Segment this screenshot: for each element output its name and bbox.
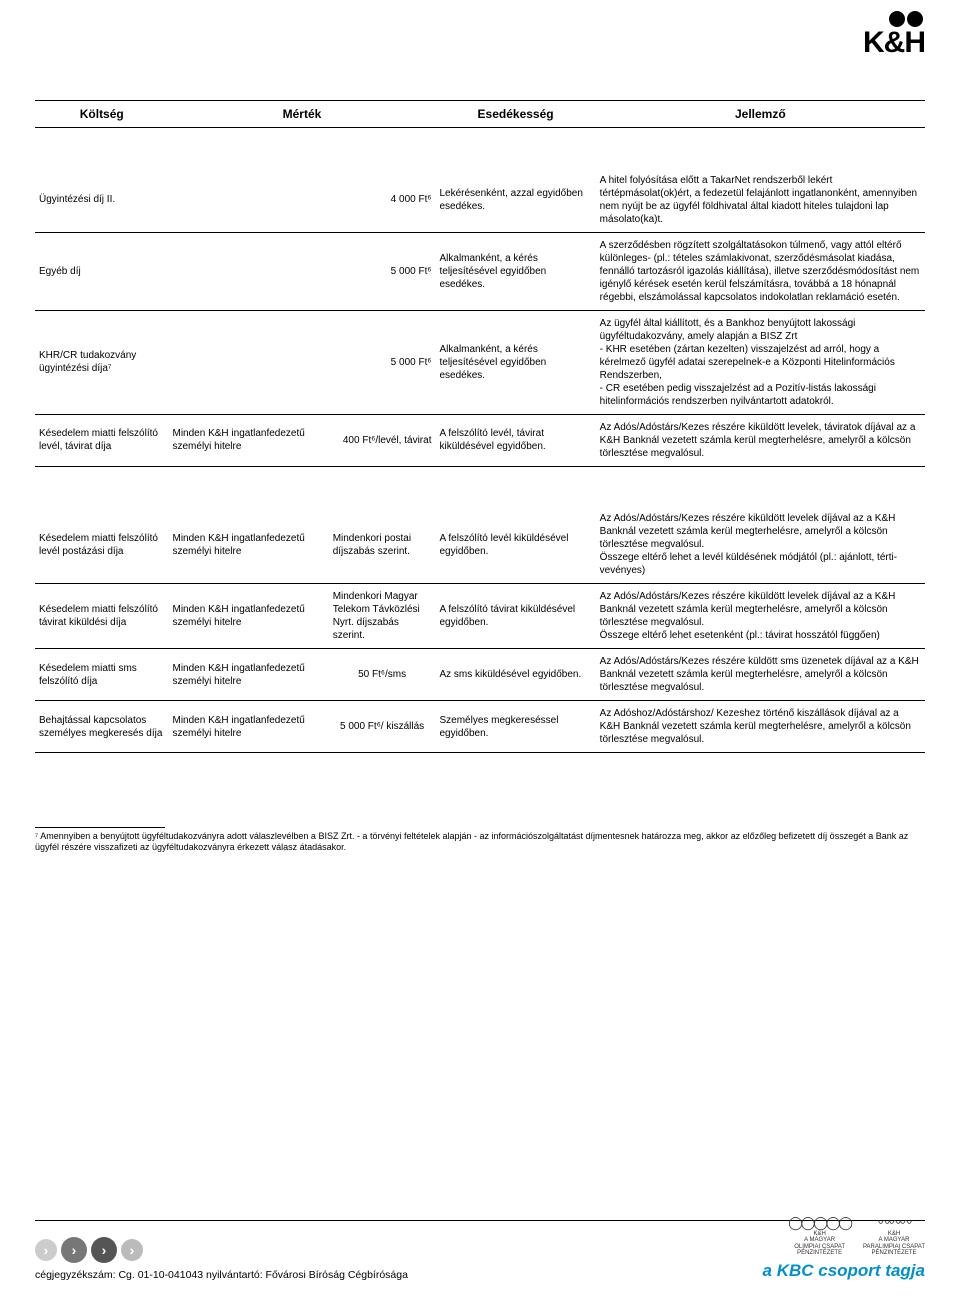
cell-scope: Minden K&H ingatlanfedezetű személyi hit… <box>169 701 329 753</box>
footnote-text: ⁷ Amennyiben a benyújtott ügyféltudakozv… <box>35 831 908 852</box>
th-koltseg: Költség <box>35 101 169 128</box>
table-header-row: Költség Mérték Esedékesség Jellemző <box>35 101 925 128</box>
cell-label: Késedelem miatti felszólító levél, távir… <box>35 414 169 466</box>
cell-due: A felszólító levél, távirat kiküldésével… <box>435 414 595 466</box>
badge-label: K&H A MAGYAR OLIMPIAI CSAPAT PÉNZINTÉZET… <box>788 1231 851 1257</box>
footnote: ⁷ Amennyiben a benyújtott ügyféltudakozv… <box>35 823 925 854</box>
cell-due: Lekérésenként, azzal egyidőben esedékes. <box>435 168 595 233</box>
sponsor-badges: ◯◯◯◯◯ K&H A MAGYAR OLIMPIAI CSAPAT PÉNZI… <box>763 1216 925 1257</box>
olympic-badge: ◯◯◯◯◯ K&H A MAGYAR OLIMPIAI CSAPAT PÉNZI… <box>788 1216 851 1257</box>
cell-scope: Minden K&H ingatlanfedezetű személyi hit… <box>169 414 329 466</box>
footer-right: ◯◯◯◯◯ K&H A MAGYAR OLIMPIAI CSAPAT PÉNZI… <box>763 1216 925 1281</box>
cell-label: Ügyintézési díj II. <box>35 168 169 233</box>
table-row: Egyéb díj 5 000 Ft⁶ Alkalmanként, a kéré… <box>35 232 925 310</box>
cell-desc: A szerződésben rögzített szolgáltatásoko… <box>596 232 925 310</box>
table-row: KHR/CR tudakozvány ügyintézési díja⁷ 5 0… <box>35 310 925 414</box>
cell-due: Alkalmanként, a kérés teljesítésével egy… <box>435 232 595 310</box>
cell-desc: Az Adós/Adóstárs/Kezes részére kiküldött… <box>596 414 925 466</box>
arrow-icon: › <box>35 1239 57 1261</box>
arrow-icon: › <box>91 1237 117 1263</box>
cell-due: Alkalmanként, a kérés teljesítésével egy… <box>435 310 595 414</box>
cell-label: Késedelem miatti sms felszólító díja <box>35 649 169 701</box>
cell-amount: 5 000 Ft⁶ <box>329 232 436 310</box>
cell-desc: Az Adós/Adóstárs/Kezes részére küldött s… <box>596 649 925 701</box>
arrow-icon: › <box>61 1237 87 1263</box>
cell-scope <box>169 168 329 233</box>
page: K&H Költség Mérték Esedékesség Jellemző … <box>0 0 960 1306</box>
company-registry-text: cégjegyzékszám: Cg. 01-10-041043 nyilván… <box>35 1269 408 1281</box>
table-row: Késedelem miatti felszólító levél, távir… <box>35 414 925 466</box>
kbc-group-text: a KBC csoport tagja <box>763 1261 925 1281</box>
cell-scope: Minden K&H ingatlanfedezetű személyi hit… <box>169 506 329 584</box>
footer-left: › › › › cégjegyzékszám: Cg. 01-10-041043… <box>35 1237 408 1281</box>
footnote-rule <box>35 827 165 828</box>
cell-scope: Minden K&H ingatlanfedezetű személyi hit… <box>169 649 329 701</box>
th-jellemzo: Jellemző <box>596 101 925 128</box>
kh-logo: K&H <box>863 10 925 60</box>
paralympic-icon: 〰〰〰 <box>863 1216 925 1230</box>
badge-label: K&H A MAGYAR PARALIMPIAI CSAPAT PÉNZINTÉ… <box>863 1231 925 1257</box>
cell-scope <box>169 310 329 414</box>
cell-amount: 5 000 Ft⁶ <box>329 310 436 414</box>
cell-label: Egyéb díj <box>35 232 169 310</box>
cell-label: Késedelem miatti felszólító levél postáz… <box>35 506 169 584</box>
cell-amount: 4 000 Ft⁶ <box>329 168 436 233</box>
cell-amount: 5 000 Ft⁶/ kiszállás <box>329 701 436 753</box>
arrow-icons-row: › › › › <box>35 1237 408 1263</box>
cell-due: Az sms kiküldésével egyidőben. <box>435 649 595 701</box>
cell-due: A felszólító távirat kiküldésével egyidő… <box>435 584 595 649</box>
footer: › › › › cégjegyzékszám: Cg. 01-10-041043… <box>35 1216 925 1281</box>
table-row: Késedelem miatti felszólító távirat kikü… <box>35 584 925 649</box>
table-row: Ügyintézési díj II. 4 000 Ft⁶ Lekérésenk… <box>35 168 925 233</box>
cell-label: Késedelem miatti felszólító távirat kikü… <box>35 584 169 649</box>
table-row: Késedelem miatti felszólító levél postáz… <box>35 506 925 584</box>
cell-desc: Az Adóshoz/Adóstárshoz/ Kezeshez történő… <box>596 701 925 753</box>
th-mertek: Mérték <box>169 101 436 128</box>
cell-amount: Mindenkori postai díjszabás szerint. <box>329 506 436 584</box>
cell-label: KHR/CR tudakozvány ügyintézési díja⁷ <box>35 310 169 414</box>
cell-desc: Az Adós/Adóstárs/Kezes részére kiküldött… <box>596 584 925 649</box>
cell-desc: Az ügyfél által kiállított, és a Bankhoz… <box>596 310 925 414</box>
table-row: Behajtással kapcsolatos személyes megker… <box>35 701 925 753</box>
cell-label: Behajtással kapcsolatos személyes megker… <box>35 701 169 753</box>
cell-scope: Minden K&H ingatlanfedezetű személyi hit… <box>169 584 329 649</box>
cell-amount: Mindenkori Magyar Telekom Távközlési Nyr… <box>329 584 436 649</box>
paralympic-badge: 〰〰〰 K&H A MAGYAR PARALIMPIAI CSAPAT PÉNZ… <box>863 1216 925 1257</box>
cell-due: Személyes megkereséssel egyidőben. <box>435 701 595 753</box>
cell-due: A felszólító levél kiküldésével egyidőbe… <box>435 506 595 584</box>
arrow-icon: › <box>121 1239 143 1261</box>
fees-table: Költség Mérték Esedékesség Jellemző Ügyi… <box>35 100 925 753</box>
cell-desc: Az Adós/Adóstárs/Kezes részére kiküldött… <box>596 506 925 584</box>
cell-amount: 400 Ft⁶/levél, távirat <box>329 414 436 466</box>
table-row: Késedelem miatti sms felszólító díja Min… <box>35 649 925 701</box>
cell-amount: 50 Ft⁶/sms <box>329 649 436 701</box>
olympic-rings-icon: ◯◯◯◯◯ <box>788 1216 851 1230</box>
cell-scope <box>169 232 329 310</box>
th-esedekesseg: Esedékesség <box>435 101 595 128</box>
cell-desc: A hitel folyósítása előtt a TakarNet ren… <box>596 168 925 233</box>
logo-text: K&H <box>863 26 925 60</box>
